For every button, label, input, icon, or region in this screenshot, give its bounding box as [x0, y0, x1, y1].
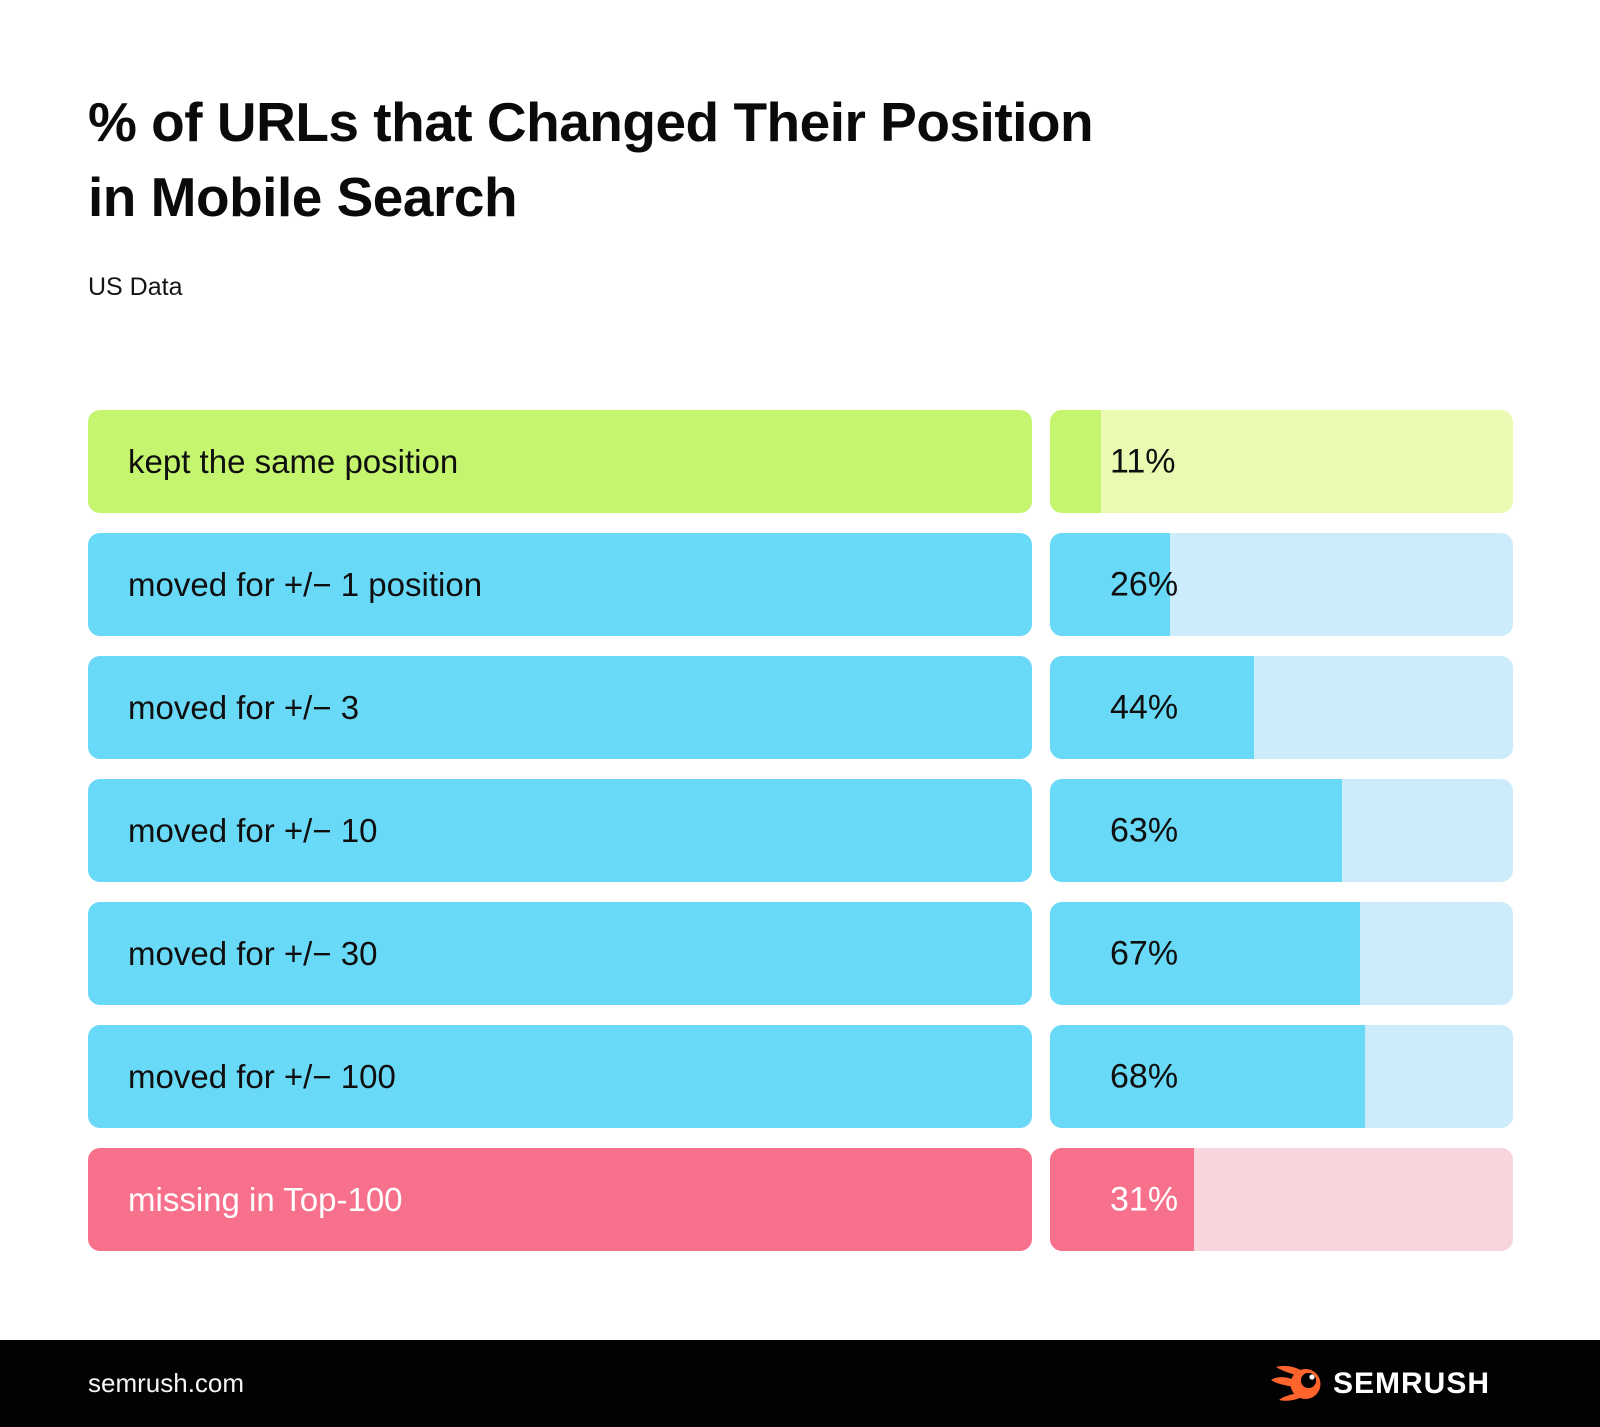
footer-site-url: semrush.com [88, 1368, 245, 1398]
bar-value-label: 11% [1110, 442, 1176, 480]
bar-value-label: 31% [1110, 1180, 1179, 1218]
bar-track: 63% [1050, 779, 1513, 882]
semrush-wordmark: SEMRUSH [1332, 1366, 1490, 1400]
page-subtitle: US Data [88, 273, 183, 301]
page-title-line1: % of URLs that Changed Their Position [88, 91, 1094, 153]
bar-row: moved for +/− 100 68% [88, 1025, 1513, 1128]
bar-value-label: 26% [1110, 565, 1179, 603]
bar-label: moved for +/− 100 [88, 1025, 1032, 1128]
bar-row: moved for +/− 1 position 26% [88, 533, 1513, 636]
bar-track: 31% [1050, 1148, 1513, 1251]
bar-row: moved for +/− 10 63% [88, 779, 1513, 882]
bar-fill [1050, 902, 1361, 1005]
footer-bar: semrush.com SEMRUSH [0, 1340, 1600, 1427]
bar-label: moved for +/− 3 [88, 656, 1032, 759]
bar-chart: kept the same position 11% moved for +/−… [88, 410, 1513, 1251]
bar-fill [1050, 533, 1171, 636]
bar-value-label: 68% [1110, 1057, 1179, 1095]
page-title-line2: in Mobile Search [88, 166, 518, 228]
bar-value-label: 63% [1110, 811, 1179, 849]
bar-label: missing in Top-100 [88, 1148, 1032, 1251]
bar-track: 67% [1050, 902, 1513, 1005]
page-title: % of URLs that Changed Their Position in… [88, 85, 1513, 235]
bar-row: moved for +/− 3 44% [88, 656, 1513, 759]
bar-track: 11% [1050, 410, 1513, 513]
bar-row: missing in Top-100 31% [88, 1148, 1513, 1251]
bar-fill [1050, 1025, 1365, 1128]
bar-fill [1050, 656, 1254, 759]
bar-track: 26% [1050, 533, 1513, 636]
bar-label: moved for +/− 10 [88, 779, 1032, 882]
semrush-flame-icon [1270, 1365, 1321, 1401]
chart-content: % of URLs that Changed Their Position in… [88, 85, 1513, 1251]
bar-fill [1050, 1148, 1194, 1251]
bar-track: 44% [1050, 656, 1513, 759]
bar-track: 68% [1050, 1025, 1513, 1128]
bar-label: moved for +/− 1 position [88, 533, 1032, 636]
semrush-logo: SEMRUSH [1270, 1364, 1490, 1404]
bar-label: moved for +/− 30 [88, 902, 1032, 1005]
bar-fill [1050, 410, 1101, 513]
bar-row: kept the same position 11% [88, 410, 1513, 513]
bar-value-label: 44% [1110, 688, 1179, 726]
bar-fill [1050, 779, 1342, 882]
bar-label: kept the same position [88, 410, 1032, 513]
bar-row: moved for +/− 30 67% [88, 902, 1513, 1005]
bar-value-label: 67% [1110, 934, 1179, 972]
